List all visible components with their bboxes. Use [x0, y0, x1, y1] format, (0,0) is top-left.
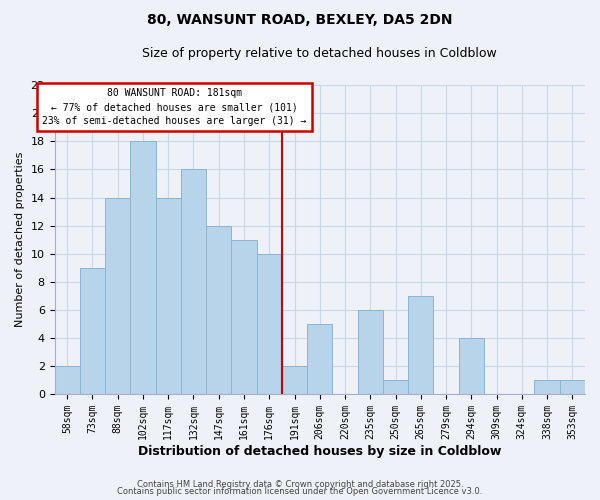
Title: Size of property relative to detached houses in Coldblow: Size of property relative to detached ho… — [142, 48, 497, 60]
Text: 80 WANSUNT ROAD: 181sqm
← 77% of detached houses are smaller (101)
23% of semi-d: 80 WANSUNT ROAD: 181sqm ← 77% of detache… — [43, 88, 307, 126]
Y-axis label: Number of detached properties: Number of detached properties — [15, 152, 25, 328]
Text: 80, WANSUNT ROAD, BEXLEY, DA5 2DN: 80, WANSUNT ROAD, BEXLEY, DA5 2DN — [147, 12, 453, 26]
X-axis label: Distribution of detached houses by size in Coldblow: Distribution of detached houses by size … — [138, 444, 502, 458]
Bar — [408, 296, 433, 394]
Bar — [560, 380, 585, 394]
Bar — [257, 254, 282, 394]
Bar — [130, 142, 155, 394]
Bar — [181, 170, 206, 394]
Bar — [535, 380, 560, 394]
Bar — [206, 226, 232, 394]
Bar — [282, 366, 307, 394]
Bar — [358, 310, 383, 394]
Bar — [458, 338, 484, 394]
Bar — [383, 380, 408, 394]
Text: Contains HM Land Registry data © Crown copyright and database right 2025.: Contains HM Land Registry data © Crown c… — [137, 480, 463, 489]
Bar — [155, 198, 181, 394]
Bar — [232, 240, 257, 394]
Bar — [55, 366, 80, 394]
Bar — [105, 198, 130, 394]
Text: Contains public sector information licensed under the Open Government Licence v3: Contains public sector information licen… — [118, 488, 482, 496]
Bar — [80, 268, 105, 394]
Bar — [307, 324, 332, 394]
